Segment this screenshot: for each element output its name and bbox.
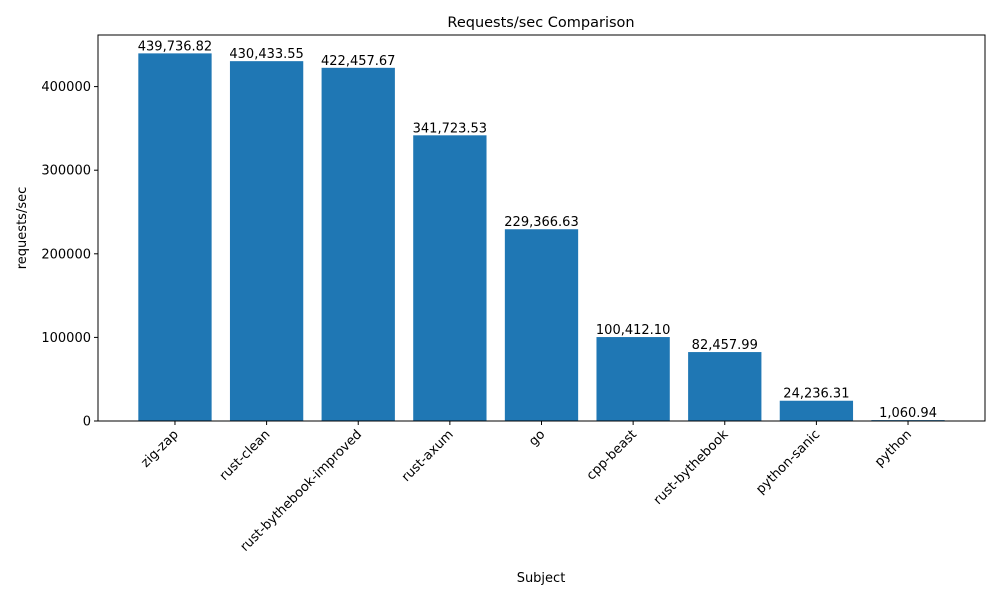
bar-go — [504, 229, 579, 421]
data-label: 422,457.67 — [321, 54, 395, 69]
x-tick-label: go — [526, 427, 548, 449]
x-axis-label: Subject — [517, 571, 566, 586]
chart-title: Requests/sec Comparison — [447, 15, 634, 31]
x-tick-label: rust-axum — [399, 427, 457, 485]
data-label: 229,366.63 — [504, 215, 578, 230]
bar-rust-clean — [229, 61, 304, 421]
x-tick-label: python — [872, 427, 915, 470]
y-tick-label: 300000 — [41, 164, 91, 179]
y-tick-label: 0 — [83, 415, 91, 430]
data-label: 439,736.82 — [138, 39, 212, 54]
y-tick-label: 200000 — [41, 247, 91, 262]
y-tick-label: 400000 — [41, 80, 91, 95]
bar-rust-bythebook — [688, 352, 762, 421]
plot-frame — [97, 34, 986, 422]
bar-zig-zap — [138, 53, 212, 421]
bar-rust-bythebook-improved — [321, 67, 395, 422]
x-tick-label: python-sanic — [753, 427, 823, 497]
data-label: 100,412.10 — [596, 323, 670, 338]
data-label: 82,457.99 — [692, 338, 758, 353]
y-tick-label: 100000 — [41, 331, 91, 346]
x-tick-label: rust-bythebook — [651, 427, 732, 508]
data-label: 1,060.94 — [879, 406, 937, 421]
bar-cpp-beast — [596, 337, 670, 421]
data-label: 430,433.55 — [229, 47, 303, 62]
bar-rust-axum — [413, 135, 487, 421]
y-axis-label: requests/sec — [15, 187, 30, 270]
x-tick-label: cpp-beast — [584, 427, 640, 483]
data-label: 24,236.31 — [783, 387, 849, 402]
bar-python-sanic — [779, 400, 854, 421]
x-tick-label: rust-clean — [217, 427, 274, 484]
x-tick-label: zig-zap — [138, 427, 181, 470]
data-label: 341,723.53 — [413, 121, 487, 136]
